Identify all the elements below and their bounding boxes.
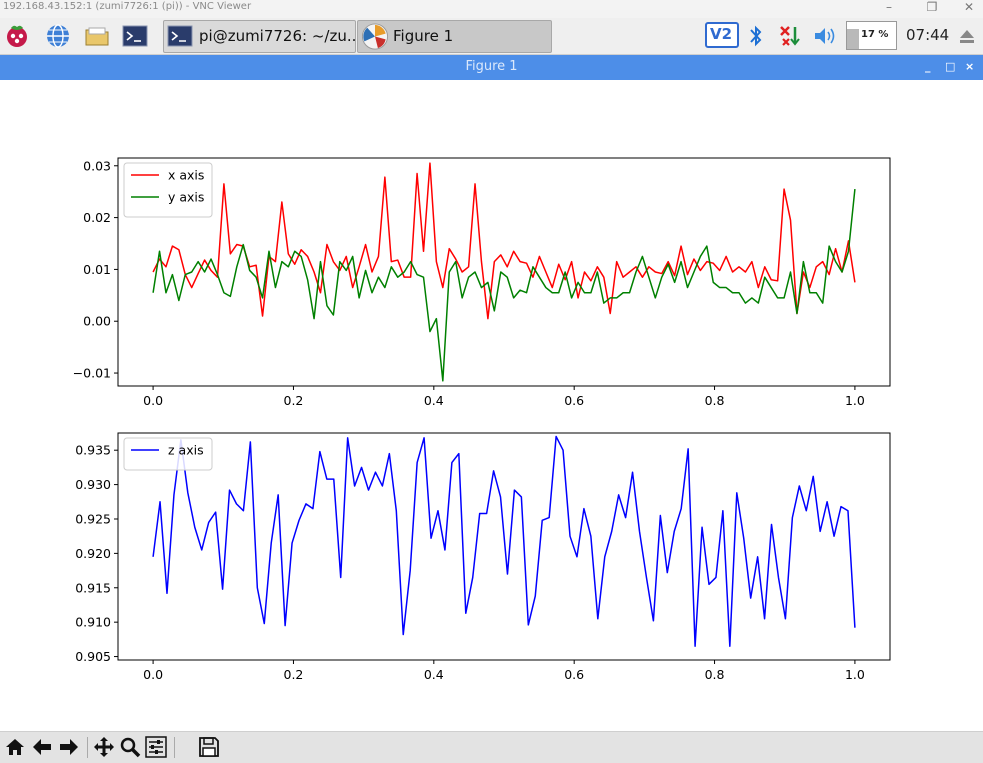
figure-minimize-button[interactable]: _: [925, 60, 931, 73]
file-manager-icon[interactable]: [84, 23, 110, 49]
chart1-y-tick-label: 0.01: [83, 262, 111, 277]
navigation-toolbar: [0, 731, 983, 763]
chart1-y-tick-label: 0.00: [83, 314, 111, 329]
matplotlib-icon: [361, 23, 389, 50]
eject-icon[interactable]: [958, 27, 976, 45]
chart2-x-tick-label: 0.0: [143, 667, 163, 682]
chart2-x-tick-label: 0.8: [705, 667, 725, 682]
figure-maximize-button[interactable]: □: [945, 60, 956, 73]
vnc-window-title: 192.168.43.152:1 (zumi7726:1 (pi)) - VNC…: [3, 1, 252, 12]
chart1-legend-label-2: y axis: [168, 190, 204, 205]
figure-title-bar: Figure 1 _ □ ×: [0, 55, 983, 80]
chart1-legend-box: [123, 162, 213, 218]
web-browser-icon[interactable]: [45, 23, 71, 49]
chart1-axes-frame: [117, 157, 891, 387]
terminal-task-button[interactable]: pi@zumi7726: ~/zu...: [163, 20, 356, 53]
chart1-series-line-2: [152, 189, 856, 382]
clock[interactable]: 07:44: [906, 26, 950, 44]
chart1-y-tick-label: −0.01: [73, 366, 111, 381]
chart1-x-tick-label: 0.2: [284, 393, 304, 408]
raspberry-menu-icon[interactable]: [4, 23, 30, 49]
toolbar-separator-2: [174, 737, 175, 758]
chart1-y-tick-label: 0.02: [83, 210, 111, 225]
minimize-button[interactable]: –: [886, 0, 892, 14]
chart2-x-tick-label: 0.4: [424, 667, 444, 682]
toolbar-separator: [87, 737, 88, 758]
chart2-axes-frame: [117, 432, 891, 661]
figure-close-button[interactable]: ×: [965, 60, 975, 73]
save-icon[interactable]: [198, 736, 220, 758]
chart1-x-tick-label: 0.6: [564, 393, 584, 408]
cpu-usage-label: 17 %: [861, 29, 889, 40]
chart1-x-tick-label: 0.4: [424, 393, 444, 408]
configure-subplots-icon[interactable]: [145, 736, 167, 758]
forward-icon[interactable]: [58, 736, 80, 758]
chart1-x-tick-label: 1.0: [845, 393, 865, 408]
chart2-y-tick-label: 0.920: [75, 546, 111, 561]
chart1-series-line-1: [152, 162, 856, 320]
chart2-x-tick-label: 1.0: [845, 667, 865, 682]
chart2-y-tick-label: 0.925: [75, 511, 111, 526]
restore-button[interactable]: ❐: [926, 0, 938, 14]
chart2-x-tick-label: 0.6: [564, 667, 584, 682]
cpu-graph: [847, 29, 859, 49]
chart1-y-tick-label: 0.03: [83, 158, 111, 173]
chart2-y-tick-label: 0.910: [75, 615, 111, 630]
pan-icon[interactable]: [93, 736, 115, 758]
figure-task-label: Figure 1: [393, 27, 454, 45]
vnc-title-bar: 192.168.43.152:1 (zumi7726:1 (pi)) - VNC…: [0, 0, 983, 18]
network-disconnected-icon[interactable]: [778, 23, 804, 49]
terminal-task-label: pi@zumi7726: ~/zu...: [199, 27, 356, 45]
vnc-server-icon[interactable]: V2: [705, 22, 739, 48]
terminal-icon: [167, 25, 193, 47]
chart1-x-tick-label: 0.8: [705, 393, 725, 408]
chart2-legend-label-1: z axis: [168, 443, 204, 458]
home-icon[interactable]: [4, 736, 26, 758]
volume-icon[interactable]: [812, 23, 838, 49]
figure-task-button[interactable]: Figure 1: [357, 20, 552, 53]
chart2-y-tick-label: 0.930: [75, 477, 111, 492]
chart2-x-tick-label: 0.2: [284, 667, 304, 682]
chart2-y-tick-label: 0.935: [75, 443, 111, 458]
chart1-x-tick-label: 0.0: [143, 393, 163, 408]
cpu-monitor[interactable]: 17 %: [846, 21, 897, 50]
close-button[interactable]: ✕: [963, 0, 975, 14]
figure-window-title: Figure 1: [465, 59, 518, 74]
chart2-legend-box: [123, 437, 213, 471]
terminal-launcher-icon[interactable]: [122, 23, 148, 49]
chart2-y-tick-label: 0.905: [75, 649, 111, 664]
back-icon[interactable]: [31, 736, 53, 758]
taskbar: pi@zumi7726: ~/zu... Figure 1 V2 17 % 07…: [0, 18, 983, 55]
bluetooth-icon[interactable]: [748, 23, 764, 49]
zoom-icon[interactable]: [119, 736, 141, 758]
chart2-series-line-1: [152, 435, 856, 647]
chart2-y-tick-label: 0.915: [75, 580, 111, 595]
chart1-legend-label-1: x axis: [168, 168, 204, 183]
figure-canvas[interactable]: 0.0 0.2 0.4 0.6 0.8 1.0 −0.01 0.00 0.01 0.02 0.03 x…: [0, 80, 983, 731]
